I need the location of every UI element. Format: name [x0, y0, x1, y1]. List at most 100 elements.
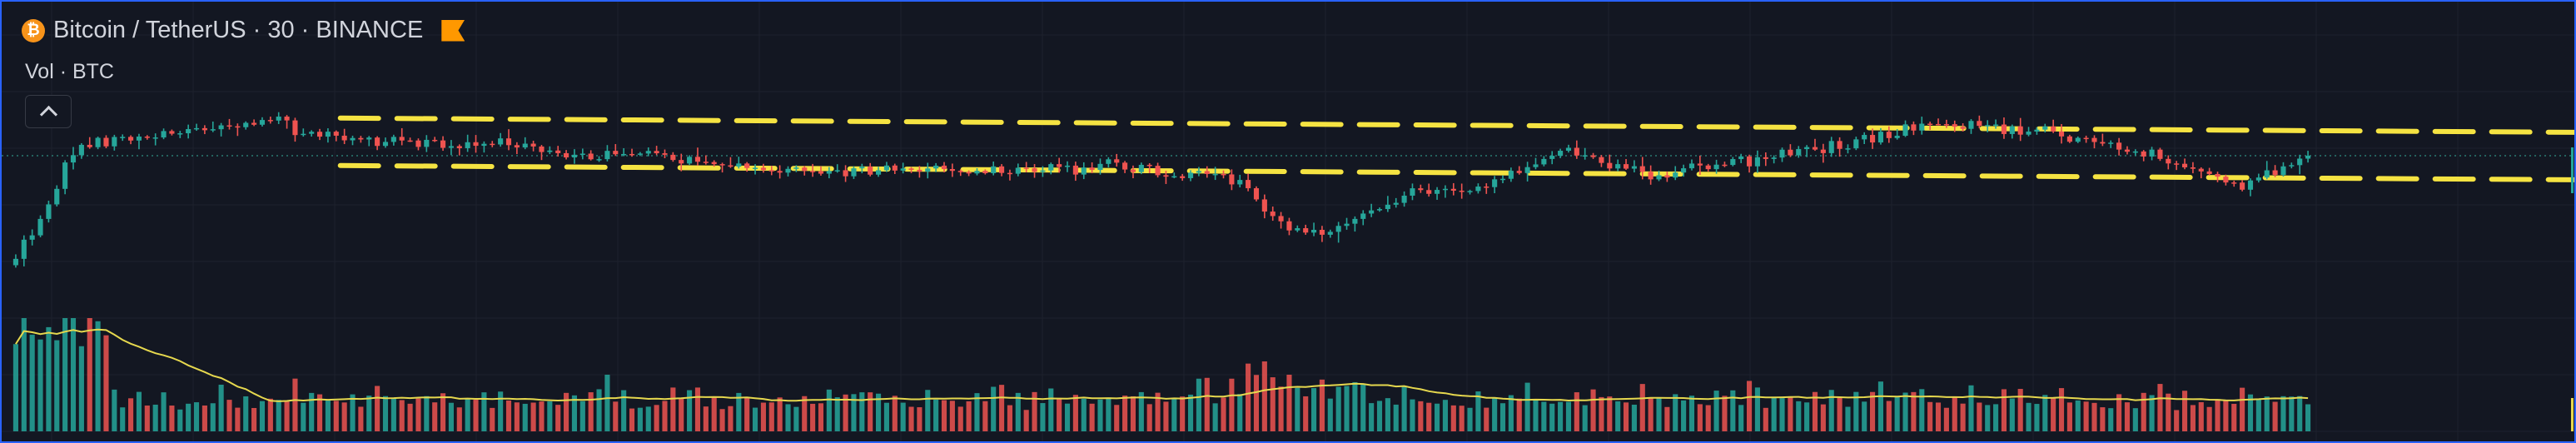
- collapse-legend-button[interactable]: [25, 95, 72, 128]
- volume-bar: [1270, 377, 1276, 431]
- candle: [2116, 137, 2122, 156]
- candle-body: [1229, 174, 1235, 185]
- candle-body: [267, 120, 273, 122]
- volume-bar: [375, 386, 380, 431]
- candle-body: [424, 139, 430, 147]
- candle-body: [1853, 139, 1859, 149]
- candle-body: [505, 138, 512, 146]
- candle: [637, 152, 643, 157]
- volume-bar: [2001, 389, 2007, 431]
- volume-bar: [481, 392, 487, 431]
- candle-body: [514, 145, 520, 148]
- candle: [834, 164, 840, 173]
- volume-bar: [1311, 388, 1317, 431]
- volume-bar: [1870, 391, 1876, 431]
- candle-body: [2124, 149, 2131, 152]
- volume-bar: [1007, 405, 1013, 431]
- volume-bar: [1015, 392, 1021, 431]
- candle-body: [859, 167, 865, 169]
- volume-bar: [1459, 406, 1465, 431]
- volume-bar: [564, 392, 569, 431]
- candle: [1862, 132, 1867, 144]
- candle: [103, 135, 109, 149]
- candle: [876, 167, 882, 177]
- candle: [571, 149, 578, 164]
- candle-body: [793, 167, 799, 169]
- candle-body: [259, 120, 266, 125]
- volume-bar: [793, 406, 799, 431]
- volume-bar: [1155, 392, 1161, 431]
- volume-bar: [662, 401, 668, 431]
- candle-body: [925, 168, 931, 172]
- candle-body: [768, 170, 774, 172]
- candle-body: [2026, 132, 2031, 135]
- candle: [1705, 163, 1711, 172]
- candle-body: [390, 137, 396, 142]
- volume-bar: [925, 390, 931, 431]
- symbol-legend[interactable]: ₿ Bitcoin / TetherUS · 30 · BINANCE: [22, 17, 465, 44]
- candle-body: [276, 117, 281, 121]
- candle-body: [1845, 148, 1851, 150]
- candle: [2215, 172, 2220, 182]
- flag-icon[interactable]: [441, 20, 465, 42]
- candle-body: [1615, 164, 1621, 169]
- candle: [744, 162, 750, 172]
- candle: [1171, 172, 1177, 179]
- candle: [136, 133, 142, 150]
- candle-body: [2240, 182, 2245, 190]
- candle-body: [1278, 216, 1284, 222]
- candle-body: [834, 170, 840, 172]
- volume-bar: [316, 394, 323, 431]
- volume-bar: [1064, 403, 1071, 431]
- candle-body: [2051, 126, 2056, 132]
- candle: [818, 166, 824, 176]
- volume-bar: [1385, 398, 1390, 431]
- candle: [843, 165, 848, 182]
- candle: [2132, 149, 2138, 156]
- symbol-title[interactable]: Bitcoin / TetherUS · 30 · BINANCE: [53, 17, 424, 43]
- candle: [316, 128, 323, 141]
- candle: [1459, 183, 1465, 199]
- volume-bar: [974, 393, 980, 431]
- candle: [1229, 169, 1235, 191]
- candle-body: [596, 159, 602, 161]
- candle: [218, 122, 224, 137]
- candle: [1196, 167, 1201, 177]
- candle: [1533, 157, 1539, 170]
- candle-body: [490, 143, 495, 146]
- volume-bar: [2051, 398, 2056, 431]
- candle-body: [2305, 155, 2311, 159]
- volume-bar: [1081, 398, 1087, 431]
- volume-bar: [768, 402, 774, 431]
- candle: [87, 137, 92, 149]
- candle: [1064, 161, 1071, 172]
- volume-bars: [12, 318, 2311, 431]
- volume-bar: [1902, 392, 1908, 431]
- parallel-channel[interactable]: [337, 115, 2574, 182]
- volume-bar: [1163, 401, 1169, 431]
- candle: [481, 141, 487, 153]
- volume-bar: [1484, 407, 1489, 431]
- volume-bar: [1376, 401, 1383, 431]
- volume-bar: [1196, 378, 1201, 431]
- candlestick-series[interactable]: [12, 112, 2311, 268]
- candle: [12, 254, 18, 268]
- candle: [177, 131, 183, 138]
- candle-body: [908, 168, 914, 170]
- volume-bar: [1393, 404, 1399, 431]
- volume-bar: [2108, 408, 2114, 431]
- candle-body: [1582, 155, 1588, 157]
- volume-bar: [415, 398, 421, 431]
- candle-body: [1057, 164, 1062, 167]
- candle-body: [588, 153, 594, 160]
- candle-body: [161, 131, 167, 138]
- candle: [1977, 115, 1982, 128]
- volume-bar: [1040, 403, 1046, 431]
- candle-body: [1327, 231, 1333, 235]
- candle: [284, 115, 290, 129]
- candle-body: [1155, 166, 1161, 176]
- candle: [1894, 128, 1900, 140]
- volume-bar: [424, 396, 430, 431]
